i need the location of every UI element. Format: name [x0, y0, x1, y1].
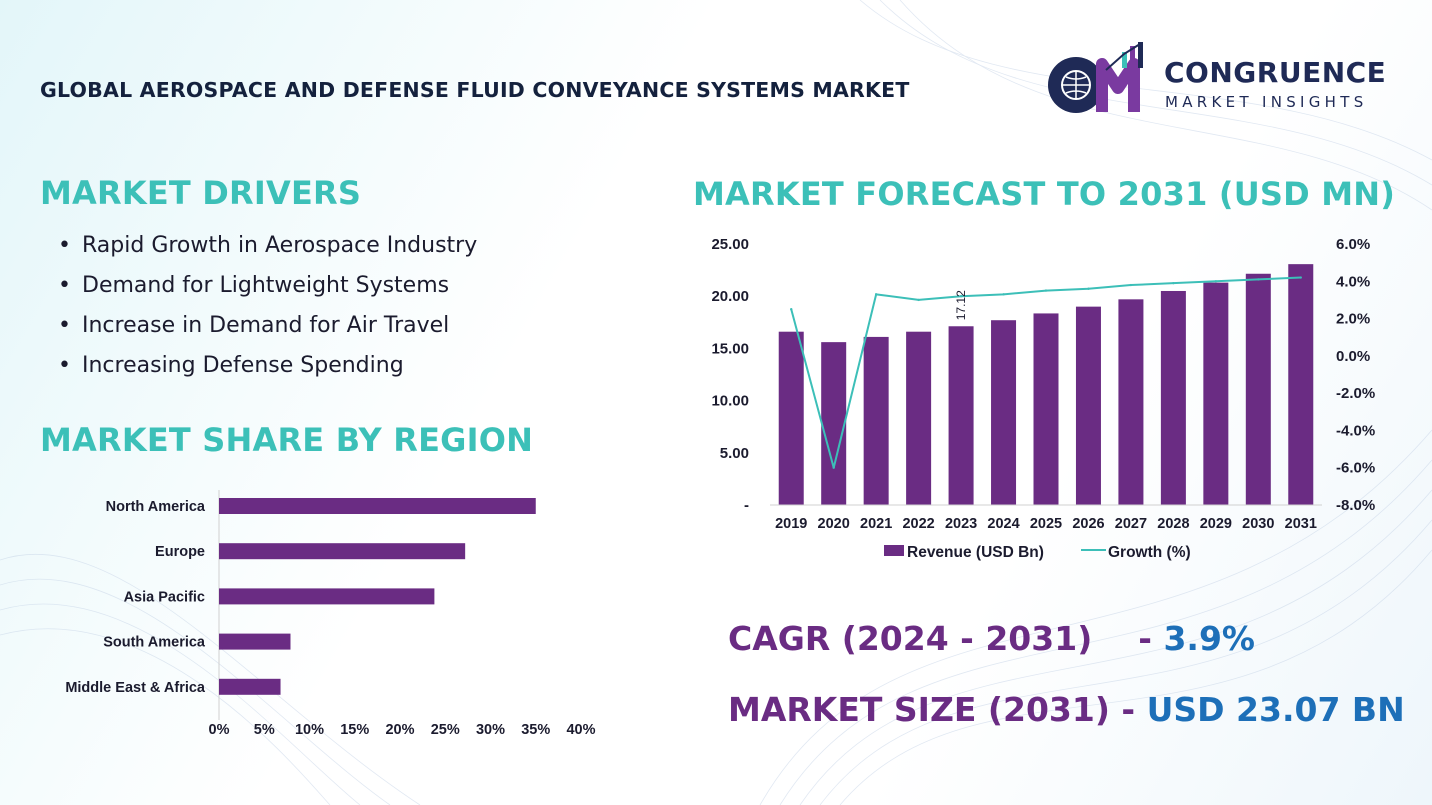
region-x-tick-label: 35%: [521, 722, 550, 738]
forecast-x-tick-label: 2024: [987, 516, 1019, 532]
forecast-x-tick-label: 2030: [1242, 516, 1274, 532]
growth-point: [1129, 283, 1133, 287]
page-title: GLOBAL AEROSPACE AND DEFENSE FLUID CONVE…: [40, 78, 910, 102]
list-item: • Increasing Defense Spending: [58, 353, 404, 378]
forecast-right-tick-label: 6.0%: [1336, 236, 1370, 253]
revenue-bar: [1245, 273, 1271, 505]
forecast-x-tick-label: 2027: [1115, 516, 1147, 532]
revenue-bar: [778, 331, 804, 505]
region-bar: [219, 498, 536, 514]
revenue-bar: [1075, 306, 1101, 505]
growth-point: [917, 298, 920, 302]
region-title: MARKET SHARE BY REGION: [40, 421, 534, 459]
logo-subtitle: MARKET INSIGHTS: [1165, 93, 1368, 111]
legend-revenue-label: Revenue (USD Bn): [907, 544, 1044, 561]
region-category-label: Europe: [155, 544, 205, 560]
revenue-bar: [1160, 290, 1186, 505]
forecast-x-tick-label: 2031: [1285, 516, 1317, 532]
drivers-title: MARKET DRIVERS: [40, 174, 362, 212]
growth-point: [874, 293, 878, 296]
region-x-tick-label: 0%: [209, 722, 230, 738]
growth-point: [1044, 289, 1048, 292]
revenue-bar: [821, 342, 847, 505]
growth-point: [959, 295, 963, 298]
forecast-left-tick-label: 15.00: [711, 340, 749, 357]
region-x-tick-label: 10%: [295, 722, 324, 738]
logo-name: CONGRUENCE: [1164, 56, 1387, 89]
region-x-tick-label: 15%: [340, 722, 369, 738]
forecast-x-tick-label: 2022: [902, 516, 934, 532]
market-size-separator: -: [1109, 690, 1147, 729]
forecast-x-tick-label: 2029: [1200, 516, 1232, 532]
revenue-bar: [991, 320, 1017, 505]
forecast-x-tick-label: 2020: [818, 516, 850, 532]
revenue-bar: [1203, 282, 1229, 505]
region-bar: [219, 678, 281, 695]
region-bar: [219, 543, 466, 560]
legend-revenue-swatch: [884, 545, 904, 556]
cagr-kpi: CAGR (2024 - 2031) - 3.9%: [728, 619, 1255, 658]
list-item: • Demand for Lightweight Systems: [58, 273, 450, 298]
market-size-kpi: MARKET SIZE (2031) - USD 23.07 BN: [728, 690, 1405, 729]
growth-point: [1002, 293, 1005, 296]
forecast-right-tick-label: 4.0%: [1336, 273, 1370, 290]
region-x-tick-label: 5%: [254, 722, 275, 738]
region-bar: [219, 588, 435, 605]
region-bar: [219, 633, 291, 650]
forecast-x-tick-label: 2026: [1072, 516, 1104, 532]
forecast-title: MARKET FORECAST TO 2031 (USD MN): [693, 175, 1396, 213]
market-size-value: USD 23.07 BN: [1146, 690, 1405, 729]
forecast-right-tick-label: -4.0%: [1336, 422, 1375, 439]
growth-point: [1172, 281, 1175, 285]
growth-point: [1087, 287, 1090, 290]
growth-point: [1299, 276, 1302, 279]
region-category-label: North America: [106, 499, 206, 515]
growth-point: [832, 466, 835, 469]
growth-point: [790, 308, 793, 311]
revenue-bar: [948, 326, 974, 505]
forecast-x-tick-label: 2025: [1030, 516, 1062, 532]
forecast-x-tick-label: 2028: [1157, 516, 1189, 532]
forecast-right-tick-label: -2.0%: [1336, 385, 1375, 402]
forecast-left-tick-label: 5.00: [720, 445, 749, 462]
brand-logo: CONGRUENCE MARKET INSIGHTS: [1044, 40, 1404, 120]
region-category-label: South America: [103, 635, 206, 651]
data-label: 17.12: [954, 290, 968, 320]
forecast-left-tick-label: 10.00: [711, 393, 749, 410]
revenue-bar: [1033, 313, 1059, 505]
region-category-label: Asia Pacific: [124, 589, 205, 605]
forecast-x-tick-label: 2019: [775, 516, 807, 532]
cagr-separator: -: [1138, 619, 1164, 658]
forecast-right-tick-label: 0.0%: [1336, 348, 1370, 365]
region-x-tick-label: 40%: [566, 722, 595, 738]
forecast-right-tick-label: -6.0%: [1336, 460, 1375, 477]
region-x-tick-label: 30%: [476, 722, 505, 738]
cm-chart-logo-icon: [1048, 42, 1143, 113]
legend-growth-label: Growth (%): [1108, 544, 1191, 561]
region-x-tick-label: 20%: [385, 722, 414, 738]
growth-point: [1214, 280, 1218, 283]
forecast-right-tick-label: 2.0%: [1336, 311, 1370, 328]
cagr-label: CAGR (2024 - 2031): [728, 619, 1093, 658]
list-item: • Increase in Demand for Air Travel: [58, 313, 450, 338]
list-item: • Rapid Growth in Aerospace Industry: [58, 233, 478, 258]
revenue-bar: [1118, 299, 1144, 505]
growth-point: [1257, 278, 1260, 281]
forecast-left-tick-label: -: [744, 497, 749, 514]
forecast-x-tick-label: 2021: [860, 516, 892, 532]
forecast-left-tick-label: 20.00: [711, 288, 749, 305]
region-category-label: Middle East & Africa: [65, 680, 206, 696]
forecast-left-tick-label: 25.00: [711, 236, 749, 253]
revenue-bar: [906, 331, 932, 505]
market-size-label: MARKET SIZE (2031): [728, 690, 1110, 729]
forecast-right-tick-label: -8.0%: [1336, 497, 1375, 514]
forecast-x-tick-label: 2023: [945, 516, 977, 532]
region-x-tick-label: 25%: [431, 722, 460, 738]
revenue-bar: [1288, 264, 1314, 505]
revenue-bar: [863, 336, 889, 505]
drivers-list: • Rapid Growth in Aerospace Industry • Dem…: [58, 230, 477, 390]
cagr-value: 3.9%: [1163, 619, 1255, 658]
